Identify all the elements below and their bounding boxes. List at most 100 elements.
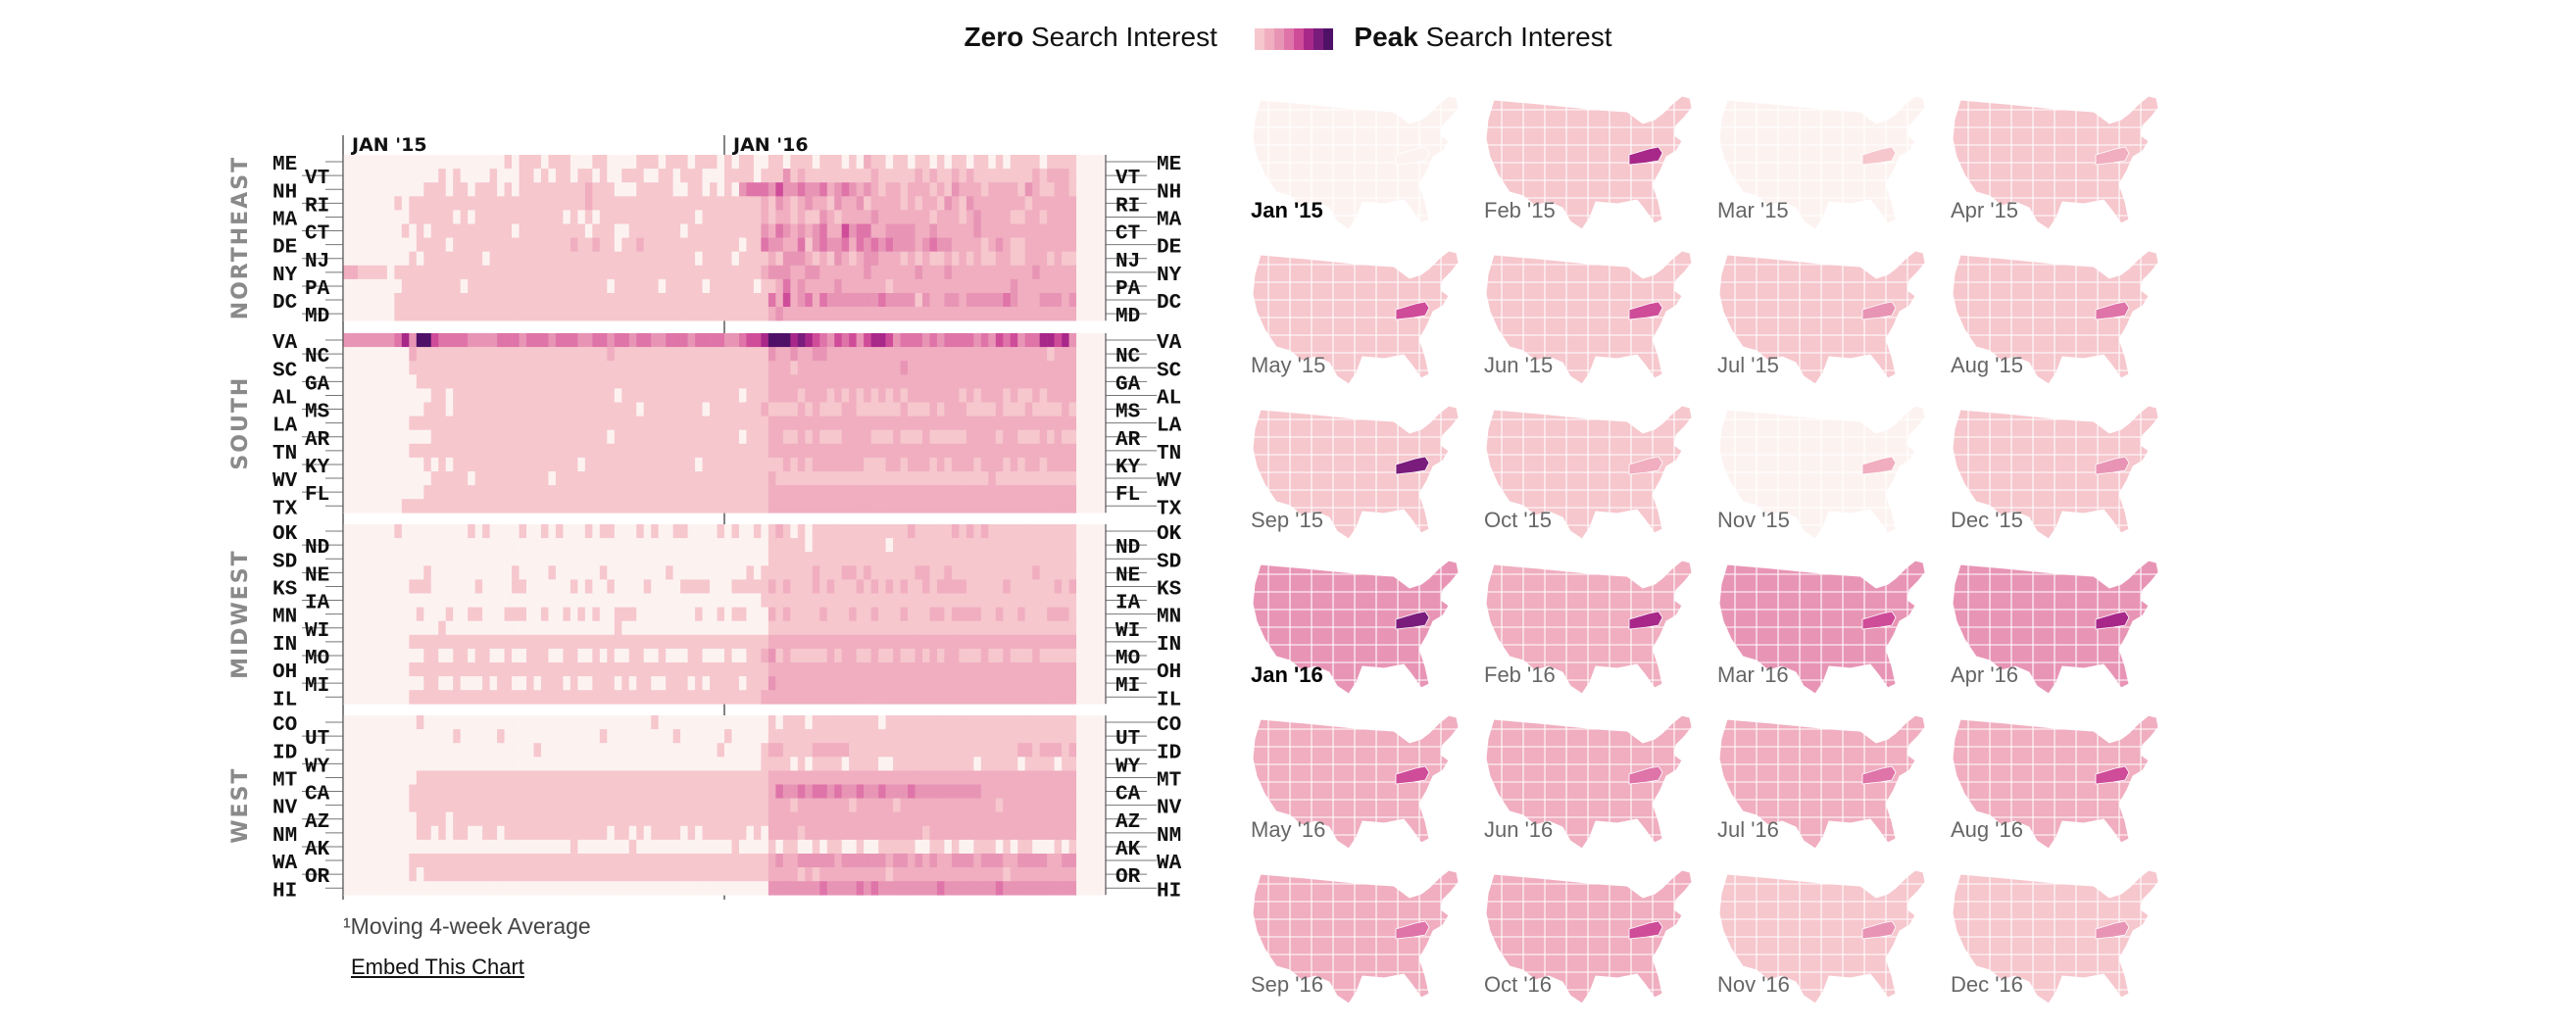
heat-cell bbox=[607, 552, 615, 565]
heat-cell bbox=[790, 770, 798, 784]
heat-cell bbox=[754, 347, 762, 361]
heat-cell bbox=[966, 635, 974, 649]
heat-cell bbox=[577, 676, 585, 690]
heat-cell bbox=[819, 579, 827, 593]
heat-cell bbox=[981, 155, 989, 169]
heat-cell bbox=[944, 662, 952, 676]
heat-cell bbox=[819, 799, 827, 812]
heat-cell bbox=[505, 785, 513, 799]
heat-cell bbox=[775, 374, 783, 388]
heat-cell bbox=[718, 579, 725, 593]
heat-cell bbox=[651, 210, 659, 223]
heat-cell bbox=[548, 757, 556, 770]
heat-cell bbox=[468, 785, 475, 799]
heat-cell bbox=[1062, 182, 1069, 196]
heat-cell bbox=[490, 279, 498, 293]
heat-cell bbox=[563, 662, 570, 676]
heat-cell bbox=[607, 182, 615, 196]
heat-cell bbox=[886, 444, 894, 458]
heat-cell bbox=[908, 471, 916, 485]
heat-cell bbox=[365, 579, 372, 593]
heat-cell bbox=[901, 594, 909, 608]
heat-cell bbox=[636, 690, 644, 704]
heat-cell bbox=[585, 729, 593, 743]
heat-cell bbox=[621, 224, 629, 238]
heat-cell bbox=[819, 565, 827, 579]
heat-cell bbox=[585, 238, 593, 252]
heat-cell bbox=[520, 347, 527, 361]
heat-cell bbox=[431, 347, 439, 361]
heat-cell bbox=[417, 826, 424, 840]
heat-cell bbox=[482, 635, 490, 649]
heat-cell bbox=[607, 252, 615, 266]
heat-cell bbox=[512, 279, 520, 293]
heat-cell bbox=[659, 676, 667, 690]
heat-cell bbox=[680, 182, 688, 196]
heat-cell bbox=[842, 458, 850, 471]
heat-cell bbox=[651, 594, 659, 608]
heat-cell bbox=[973, 182, 981, 196]
heat-cell bbox=[453, 279, 461, 293]
heat-cell bbox=[761, 579, 768, 593]
heat-cell bbox=[431, 155, 439, 169]
heat-cell bbox=[703, 374, 711, 388]
heat-cell bbox=[944, 169, 952, 182]
heat-cell bbox=[944, 266, 952, 279]
heat-cell bbox=[834, 347, 842, 361]
state-label-right: NH bbox=[1157, 181, 1181, 204]
heat-cell bbox=[541, 388, 549, 402]
heat-cell bbox=[350, 169, 358, 182]
heat-cell bbox=[1011, 210, 1018, 223]
heat-cell bbox=[908, 238, 916, 252]
heat-cell bbox=[379, 266, 387, 279]
heat-cell bbox=[438, 621, 446, 635]
heat-cell bbox=[505, 182, 513, 196]
heat-cell bbox=[431, 608, 439, 621]
heat-cell bbox=[1084, 785, 1092, 799]
heat-cell bbox=[629, 485, 637, 499]
heat-cell bbox=[644, 499, 652, 513]
heat-cell bbox=[754, 374, 762, 388]
heat-cell bbox=[615, 552, 622, 565]
heat-cell bbox=[1003, 579, 1011, 593]
heat-cell bbox=[526, 799, 534, 812]
heat-cell bbox=[621, 403, 629, 416]
heat-cell bbox=[849, 196, 857, 210]
heat-cell bbox=[834, 757, 842, 770]
heat-cell bbox=[849, 347, 857, 361]
heat-cell bbox=[563, 826, 570, 840]
heat-cell bbox=[585, 565, 593, 579]
state-label-left: TN bbox=[272, 443, 297, 465]
heat-cell bbox=[556, 662, 564, 676]
heat-cell bbox=[1069, 361, 1077, 374]
heat-cell bbox=[570, 293, 578, 307]
heat-cell bbox=[358, 812, 366, 826]
heat-cell bbox=[922, 361, 930, 374]
heat-cell bbox=[695, 388, 703, 402]
heat-cell bbox=[864, 770, 871, 784]
heat-cell bbox=[372, 307, 380, 320]
heat-cell bbox=[878, 690, 886, 704]
heat-cell bbox=[952, 416, 960, 430]
heat-cell bbox=[497, 729, 505, 743]
heat-cell bbox=[775, 444, 783, 458]
heat-cell bbox=[475, 444, 483, 458]
heat-cell bbox=[379, 252, 387, 266]
heat-cell bbox=[394, 224, 402, 238]
heat-cell bbox=[365, 224, 372, 238]
heat-cell bbox=[981, 444, 989, 458]
heat-cell bbox=[1062, 608, 1069, 621]
heat-cell bbox=[754, 690, 762, 704]
heat-cell bbox=[761, 676, 768, 690]
heat-cell bbox=[1003, 565, 1011, 579]
heat-cell bbox=[387, 729, 395, 743]
heat-cell bbox=[937, 361, 945, 374]
heat-cell bbox=[365, 266, 372, 279]
heat-cell bbox=[629, 333, 637, 347]
heat-cell bbox=[409, 676, 417, 690]
heat-cell bbox=[813, 621, 820, 635]
heat-cell bbox=[864, 238, 871, 252]
heat-cell bbox=[520, 826, 527, 840]
heat-cell bbox=[819, 649, 827, 662]
heat-cell bbox=[1017, 238, 1025, 252]
